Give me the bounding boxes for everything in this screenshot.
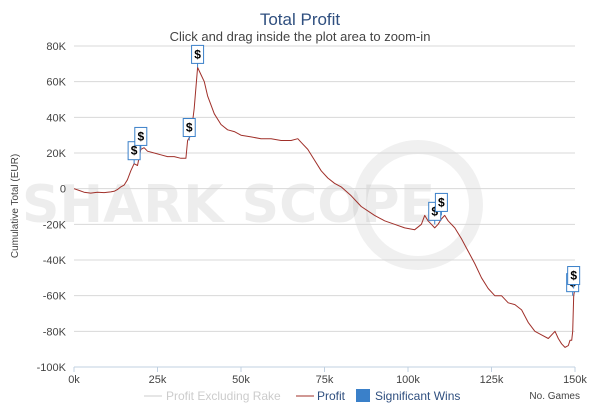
flag-symbol: $ [438,195,445,209]
x-tick-label: 75k [316,374,334,386]
flag-symbol: $ [131,144,138,158]
legend-item-profit[interactable]: Profit [296,389,346,403]
flag-symbol: $ [194,47,201,61]
y-tick-label: -60K [43,291,67,303]
x-tick-label: 25k [149,374,167,386]
flag-box [567,266,581,286]
flag-symbol: $ [186,121,193,135]
legend-item-significant-wins[interactable]: Significant Wins [356,389,460,403]
flag-box [134,126,148,146]
x-tick-label: 50k [232,374,250,386]
legend-label-significant-wins: Significant Wins [375,389,460,403]
legend-label-profit-excluding-rake: Profit Excluding Rake [166,389,281,403]
significant-win-flag[interactable]: $ [182,118,196,141]
watermark: SHARK SCOPE [22,140,483,270]
y-tick-label: 60K [46,77,66,89]
flag-symbol: $ [570,269,577,283]
legend-swatch-significant-wins [356,389,370,402]
y-tick-label: -80K [43,326,67,338]
y-tick-label: 20K [46,148,66,160]
significant-win-flag[interactable]: $ [434,192,448,216]
flag-symbol: $ [137,129,144,143]
x-axis-title: No. Games [529,391,580,402]
y-tick-label: -20K [43,219,67,231]
flag-symbol: $ [431,204,438,218]
y-tick-label: 40K [46,112,66,124]
legend: Profit Excluding Rake Profit Significant… [144,389,460,403]
flag-box [434,192,448,212]
chart-title: Total Profit [260,10,341,29]
legend-item-profit-excluding-rake[interactable]: Profit Excluding Rake [144,389,281,403]
flag-box [182,118,196,138]
significant-win-flag[interactable]: $ [134,126,148,150]
y-tick-label: -100K [37,362,67,374]
y-tick-label: 0 [60,184,66,196]
flag-box [127,141,141,161]
flag-box [191,44,205,64]
y-axis-title: Cumulative Total (EUR) [10,154,21,258]
legend-label-profit: Profit [317,389,346,403]
significant-win-flag[interactable]: $ [191,44,205,68]
chart-subtitle: Click and drag inside the plot area to z… [170,29,431,44]
x-tick-label: 125k [480,374,504,386]
significant-wins-flags: $$$$$$$$ [127,44,581,296]
watermark-text: SHARK SCOPE [22,175,435,235]
x-tick-label: 0k [68,374,80,386]
y-tick-label: 80K [46,41,66,53]
significant-win-flag[interactable]: $ [567,266,581,289]
x-tick-label: 100k [396,374,420,386]
x-tick-label: 150k [563,374,587,386]
y-tick-label: -40K [43,255,67,267]
significant-win-flag[interactable]: $ [127,141,141,164]
